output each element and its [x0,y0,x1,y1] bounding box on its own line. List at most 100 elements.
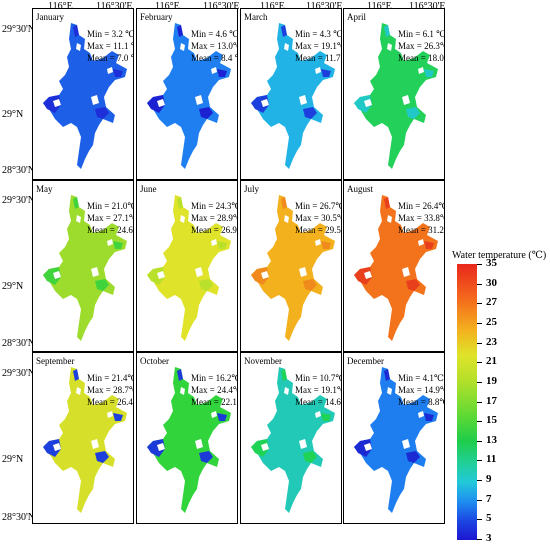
temperature-patch [217,241,227,249]
legend-tick-label: 35 [486,257,497,269]
temperature-patch [251,439,269,457]
month-label: July [244,184,260,194]
month-label: May [36,184,53,194]
lake-map [251,23,335,169]
mean-value: Mean = 8.4 ℃ [191,53,237,63]
temperature-patch [177,197,183,209]
stats-box: Min = 4.1℃ Max = 14.9℃ Mean = 8.8℃ [398,372,445,408]
max-value: Max = 24.4℃ [191,385,238,395]
island [402,95,410,105]
legend-tick-mark [477,303,482,305]
min-value: Min = 6.1 ℃ [398,29,445,39]
legend-tick-label: 27 [486,296,497,309]
map-panel-january: January Min = 3.2 ℃ Max = 11.1 ℃ Mean = … [32,8,134,180]
temperature-patch [406,451,420,463]
latitude-label: 29°30'N [2,368,36,379]
temperature-patch [281,25,287,37]
temperature-patch [384,25,390,37]
island [261,443,269,451]
legend-tick-mark [477,283,482,285]
temperature-patch [177,369,183,381]
max-value: Max = 28.9℃ [191,213,238,223]
lake-map [43,23,127,169]
month-label: June [140,184,157,194]
legend-tick-label: 11 [486,453,497,466]
temperature-patch [147,95,165,113]
mean-value: Mean = 29.5℃ [295,225,341,235]
latitude-label: 28°30'N [2,165,36,176]
longitude-label: 116°30'E [203,1,240,12]
island [315,239,321,246]
month-label: August [347,184,374,194]
island [76,387,81,395]
island [387,43,392,51]
color-scale-bar [457,264,477,540]
temperature-patch [384,197,390,209]
stats-box: Min = 16.2℃ Max = 24.4℃ Mean = 22.1℃ [191,372,238,408]
temperature-patch [199,107,213,119]
mean-value: Mean = 11.7℃ [295,53,341,63]
island [195,95,203,105]
map-panel-september: September Min = 21.4℃ Max = 28.7℃ Mean =… [32,352,134,524]
latitude-label: 29°30'N [2,195,36,206]
island [299,267,307,277]
map-panel-may: May Min = 21.0℃ Max = 27.1℃ Mean = 24.6℃ [32,180,134,352]
temperature-patch [73,25,79,37]
month-label: December [347,356,384,366]
legend-tick-mark [477,381,482,383]
temperature-patch [113,241,123,249]
month-label: March [244,12,268,22]
lake-map [43,367,127,513]
temperature-patch [406,107,420,119]
max-value: Max = 30.5℃ [295,213,342,223]
island [76,43,81,51]
legend-tick-mark [477,322,482,324]
temperature-patch [354,95,372,113]
temperature-patch [177,25,183,37]
min-value: Min = 24.3℃ [191,201,238,211]
temperature-patch [424,69,434,77]
temperature-patch [217,413,227,421]
island [180,43,185,51]
legend-tick-label: 3 [486,532,492,544]
mean-value: Mean = 7.0 ℃ [87,53,133,63]
island [261,99,269,107]
max-value: Max = 13.0℃ [191,41,238,51]
legend-tick-mark [477,480,482,482]
island [284,43,289,51]
longitude-label: 116°30'E [306,1,343,12]
island [53,99,61,107]
mean-value: Mean = 8.8℃ [398,397,445,407]
island [418,239,424,246]
month-label: September [36,356,75,366]
lake-map [147,367,231,513]
lake-surface [43,23,127,169]
temperature-patch [384,369,390,381]
mean-value: Mean = 22.1℃ [191,397,237,407]
lake-surface [43,367,127,513]
temperature-patch [251,267,269,285]
temperature-patch [73,369,79,381]
legend-tick-mark [477,264,482,265]
min-value: Min = 4.6 ℃ [191,29,238,39]
stats-box: Min = 6.1 ℃ Max = 26.3℃ Mean = 18.0℃ [398,28,445,64]
latitude-label: 28°30'N [2,512,36,523]
legend-tick-mark [477,342,482,344]
temperature-patch [95,279,109,291]
legend-tick-mark [477,362,482,364]
island [299,439,307,449]
mean-value: Mean = 31.2℃ [398,225,444,235]
island [402,267,410,277]
temperature-patch [251,95,269,113]
temperature-patch [424,241,434,249]
mean-value: Mean = 26.4℃ [87,397,133,407]
mean-value: Mean = 14.6℃ [295,397,341,407]
month-label: January [36,12,64,22]
lake-surface [354,367,438,513]
temperature-patch [321,69,331,77]
island [157,99,165,107]
legend-tick-mark [477,440,482,442]
lake-map [354,195,438,341]
island [387,215,392,223]
temperature-patch [321,413,331,421]
